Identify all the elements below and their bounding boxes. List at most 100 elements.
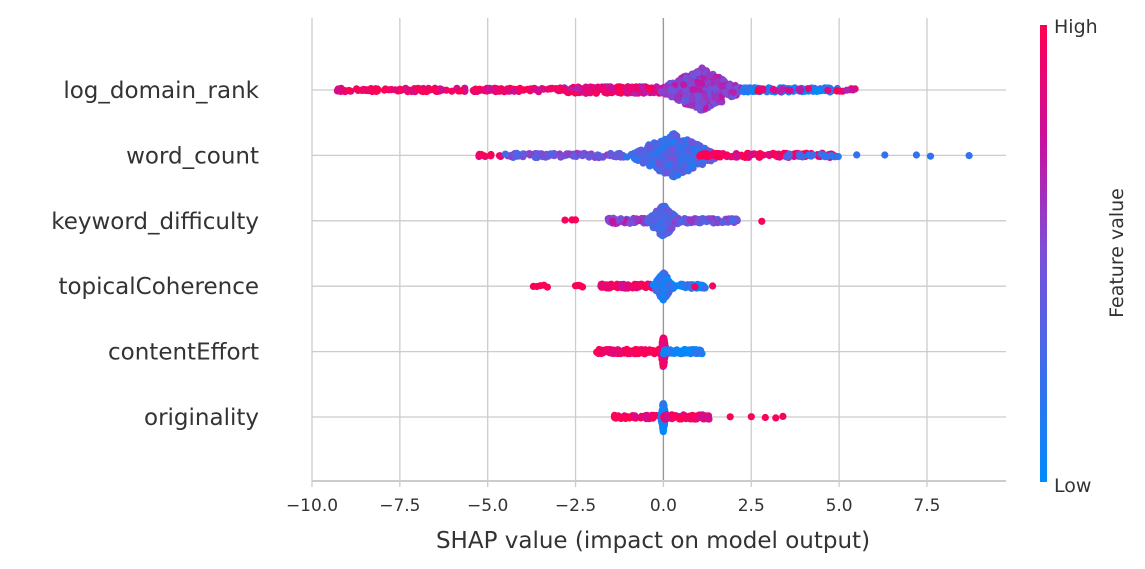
data-point [687,101,696,109]
data-point [719,218,728,226]
x-tick-label: −10.0 [286,496,338,516]
data-point [413,85,421,93]
data-point [533,153,541,161]
data-point [625,282,633,290]
data-point [687,77,695,85]
data-point [425,86,433,94]
data-point [843,86,851,94]
data-point [668,172,677,180]
data-point [747,413,755,421]
data-point [653,140,661,148]
data-point [688,162,696,170]
data-point [673,94,681,102]
data-point [725,82,733,90]
data-point [728,217,737,225]
data-point [699,98,707,106]
data-point [649,411,657,419]
data-point [597,282,606,290]
data-point [683,414,692,422]
data-point [797,85,805,94]
data-point [668,145,676,153]
data-point [926,152,935,160]
x-tick-label: 7.5 [913,496,940,516]
data-point [500,88,508,96]
data-point [709,282,717,290]
data-point [516,84,524,92]
data-point [688,138,696,146]
data-point [600,347,608,355]
data-point [638,281,646,289]
data-point [617,414,625,423]
data-point [615,152,623,160]
data-point [385,86,393,94]
data-point [694,217,702,225]
data-point [758,217,766,225]
data-point [675,415,684,423]
data-point [796,152,804,160]
data-point [761,413,769,422]
data-point [694,69,702,77]
data-point [733,153,741,161]
data-point [372,87,380,95]
data-point [642,414,650,422]
data-point [532,86,540,94]
data-point [651,212,659,220]
data-point [391,86,399,94]
data-point [704,415,712,423]
feature-label: keyword_difficulty [51,209,259,235]
data-point [606,152,614,160]
data-point [756,150,764,158]
data-point [804,85,813,93]
data-point [665,161,673,169]
data-point [345,86,353,95]
data-point [849,86,857,94]
data-point [510,87,518,95]
data-point [487,152,495,160]
data-point [519,150,527,158]
x-tick-label: −7.5 [379,496,420,516]
data-point [834,153,842,161]
data-point [666,133,674,141]
data-point [677,217,685,226]
data-point [684,147,693,156]
data-point [617,215,625,223]
data-point [726,413,734,421]
data-point [677,160,685,168]
data-point [784,86,792,94]
data-point [570,152,578,160]
data-point [684,347,692,355]
colorbar-title: Feature value [1106,188,1128,318]
data-point [809,151,817,159]
data-point [769,85,778,93]
data-point [617,284,626,292]
data-point [706,71,714,79]
data-point [539,85,548,93]
data-point [672,161,680,169]
feature-label: log_domain_rank [63,78,259,104]
data-point [649,348,657,356]
data-point [712,92,720,100]
data-point [608,217,617,225]
data-point [663,413,671,421]
data-point [659,155,667,163]
data-point [853,151,861,159]
data-point [594,348,602,356]
colorbar-low-label: Low [1054,475,1091,497]
data-point [573,84,581,93]
data-point [547,150,555,158]
data-point [571,216,580,224]
data-point [676,142,684,150]
colorbar-high-label: High [1054,16,1098,38]
data-point [723,151,731,159]
data-point [687,217,695,225]
data-point [557,153,565,161]
data-point [628,349,636,357]
data-point [431,84,439,92]
data-point [662,230,670,238]
data-point [881,151,889,159]
data-point [639,348,647,356]
data-point [667,348,675,356]
data-point [714,218,722,227]
